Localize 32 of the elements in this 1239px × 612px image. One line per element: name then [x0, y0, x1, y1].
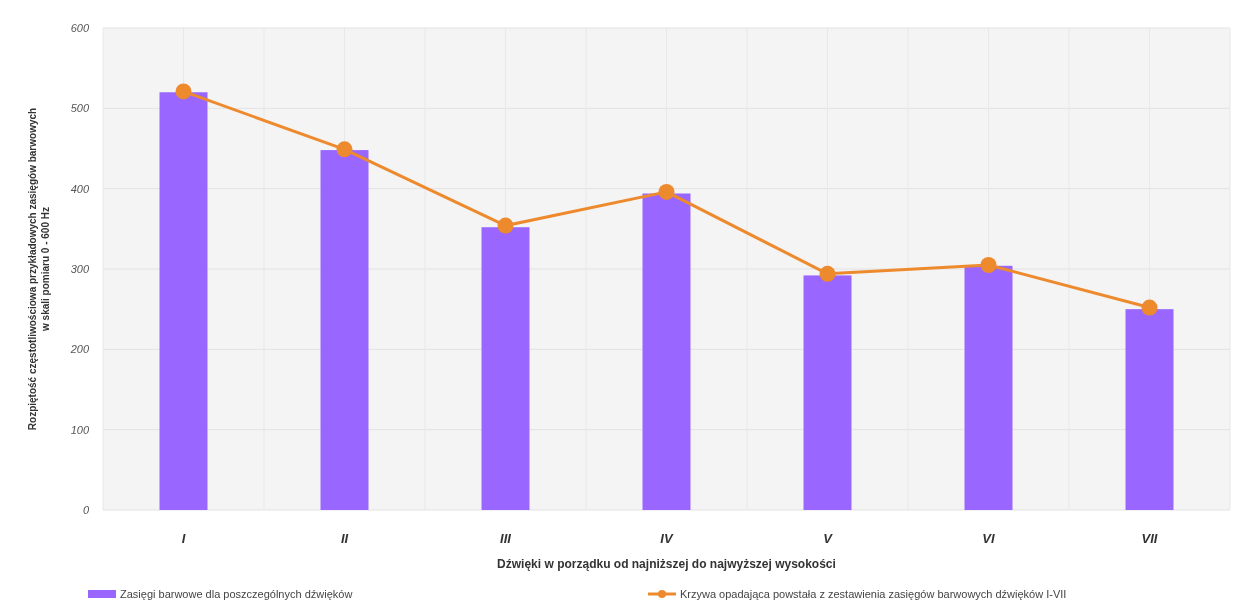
legend-label: Krzywa opadająca powstała z zestawienia zasięgów barwowych dźwięków I-VII [680, 587, 1067, 600]
bar [481, 227, 530, 510]
x-tick-label: III [500, 531, 512, 546]
x-axis-title: Dźwięki w porządku od najniższej do najwyższej wysokości [497, 557, 836, 571]
bar [159, 92, 208, 510]
point [336, 141, 353, 158]
y-tick-label: 600 [70, 21, 90, 34]
y-tick-label: 100 [70, 423, 90, 436]
x-tick-label: VII [1141, 531, 1158, 546]
y-tick-label: 500 [70, 102, 90, 115]
legend-label: Zasięgi barwowe dla poszczególnych dźwięków [120, 587, 353, 600]
y-tick-label: 0 [82, 503, 90, 516]
x-tick-label: I [181, 531, 186, 546]
x-tick-label: II [340, 531, 349, 546]
point [497, 217, 514, 234]
bar [642, 193, 691, 510]
y-tick-label: 200 [69, 343, 90, 356]
point [658, 183, 675, 200]
point [1141, 299, 1158, 316]
bar [964, 265, 1013, 510]
y-axis-title: Rozpiętość częstotliwościowa przykładowych zasięgów barwowych w skali pomiaru 0 - 600 Hz [27, 107, 51, 431]
point [819, 265, 836, 282]
point [175, 83, 192, 100]
point [980, 256, 997, 273]
y-tick-label: 400 [70, 182, 90, 195]
bar [803, 275, 852, 510]
bar [320, 150, 369, 510]
x-tick-label: V [823, 531, 834, 546]
x-tick-label: VI [982, 531, 996, 546]
bar [1125, 309, 1174, 510]
x-tick-label: IV [660, 531, 674, 546]
y-tick-label: 300 [70, 262, 90, 275]
